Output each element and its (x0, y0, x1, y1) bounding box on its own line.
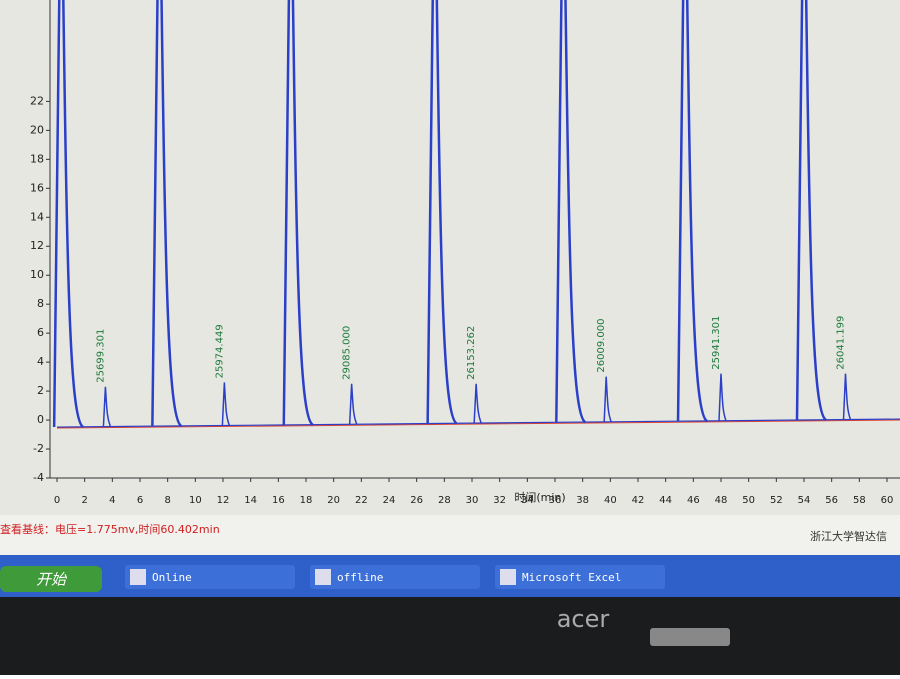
task-icon (130, 569, 146, 585)
x-tick-label: 30 (466, 495, 479, 506)
peak (52, 0, 84, 429)
peak (102, 386, 112, 427)
x-tick-label: 18 (300, 495, 313, 506)
power-button[interactable] (650, 628, 730, 646)
y-tick-label: 22 (30, 94, 44, 107)
y-tick-label: 20 (30, 123, 44, 136)
y-tick-label: 2 (37, 384, 44, 397)
x-tick-label: 16 (272, 495, 285, 506)
x-tick-label: 60 (881, 495, 894, 506)
y-tick-label: 6 (37, 326, 44, 339)
peak (221, 382, 231, 426)
monitor-bezel (0, 597, 900, 675)
task-label: offline (337, 571, 383, 584)
peak (603, 376, 612, 423)
x-tick-label: 50 (742, 495, 755, 506)
x-tick-label: 22 (355, 495, 368, 506)
x-tick-label: 12 (217, 495, 230, 506)
task-icon (315, 569, 331, 585)
company-text: 浙江大学智达信 (810, 529, 887, 543)
peak (676, 0, 708, 423)
task-label: Microsoft Excel (522, 571, 621, 584)
peak-label: 26153.262 (466, 326, 477, 380)
x-tick-label: 56 (825, 495, 838, 506)
status-bar (0, 515, 900, 555)
x-tick-label: 26 (410, 495, 423, 506)
start-label: 开始 (36, 571, 68, 589)
y-tick-label: -2 (33, 442, 44, 455)
peak (842, 373, 852, 420)
y-tick-label: 12 (30, 239, 44, 252)
x-tick-label: 6 (137, 495, 143, 506)
y-tick-label: 14 (30, 210, 44, 223)
plot-background (0, 0, 900, 515)
x-tick-label: 36 (549, 495, 562, 506)
x-tick-label: 44 (659, 495, 672, 506)
start-button[interactable] (0, 566, 102, 592)
task-button[interactable] (125, 565, 295, 589)
peak (795, 0, 827, 422)
x-tick-label: 28 (438, 495, 451, 506)
x-tick-label: 2 (81, 495, 87, 506)
x-tick-label: 24 (383, 495, 396, 506)
x-tick-label: 42 (632, 495, 645, 506)
x-tick-label: 52 (770, 495, 783, 506)
x-tick-label: 32 (493, 495, 506, 506)
peak (555, 0, 587, 424)
x-tick-label: 58 (853, 495, 866, 506)
task-button[interactable] (495, 565, 665, 589)
peak-label: 26041.199 (836, 316, 847, 370)
x-tick-label: 40 (604, 495, 617, 506)
peak-label: 25699.301 (95, 329, 106, 383)
x-tick-label: 4 (109, 495, 115, 506)
peak-label: 26009.000 (596, 319, 607, 373)
x-tick-label: 8 (164, 495, 170, 506)
y-tick-label: 18 (30, 152, 44, 165)
y-tick-label: 4 (37, 355, 44, 368)
y-tick-label: 16 (30, 181, 44, 194)
peak (348, 383, 358, 425)
task-icon (500, 569, 516, 585)
monitor-brand: acer (557, 605, 610, 633)
x-axis-label: 时间(min) (514, 491, 565, 504)
x-tick-label: 48 (715, 495, 728, 506)
x-tick-label: 14 (244, 495, 257, 506)
x-tick-label: 20 (327, 495, 340, 506)
peak (473, 383, 482, 424)
x-tick-label: 38 (576, 495, 589, 506)
x-tick-label: 54 (798, 495, 811, 506)
peak (282, 0, 314, 426)
task-label: Online (152, 571, 192, 584)
peak (718, 373, 727, 422)
y-tick-label: 8 (37, 297, 44, 310)
x-tick-label: 46 (687, 495, 700, 506)
y-tick-label: 10 (30, 268, 44, 281)
x-tick-label: 0 (54, 495, 60, 506)
y-tick-label: -4 (33, 471, 44, 484)
baseline (56, 419, 900, 429)
x-tick-label: 10 (189, 495, 202, 506)
task-button[interactable] (310, 565, 480, 589)
signal-baseline (56, 418, 900, 428)
peak (151, 0, 183, 428)
status-text: 査看基线：电压=1.775mv,时间60.402min (0, 522, 220, 536)
x-tick-label: 34 (521, 495, 534, 506)
plot: 25699.301 25974.449 29085.000 26153.262 2600… (52, 0, 900, 429)
peak-label: 25941.301 (711, 316, 722, 370)
peak-label: 29085.000 (342, 326, 353, 380)
peak-label: 25974.449 (214, 324, 225, 378)
y-tick-label: 0 (37, 413, 44, 426)
peak (426, 0, 458, 425)
